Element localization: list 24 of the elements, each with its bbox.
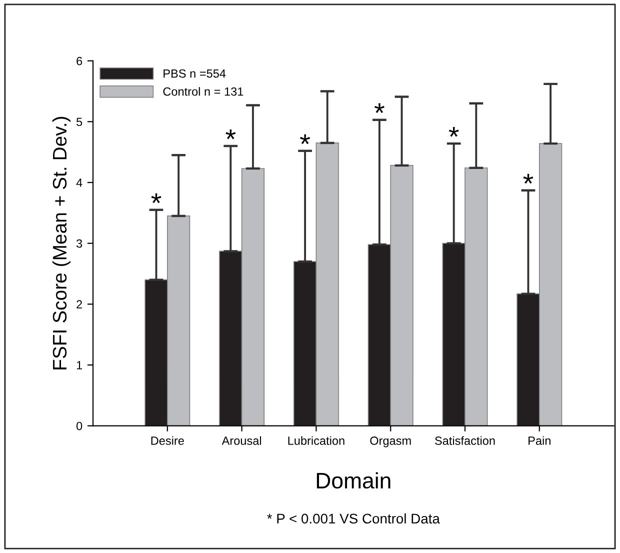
- y-tick-label: 3: [76, 239, 82, 248]
- x-tick-label: Pain: [528, 436, 550, 445]
- y-axis-title: FSFI Score (Mean + St. Dev.): [52, 116, 70, 370]
- annotation: *: [226, 129, 236, 140]
- x-tick-label: Arousal: [222, 436, 262, 445]
- text: * P < 0.001 VS Control Data: [267, 513, 440, 524]
- y-tick-label: 5: [76, 118, 82, 126]
- annotation: *: [151, 193, 162, 204]
- annotation: *: [300, 134, 310, 144]
- y-tick-label: 1: [76, 361, 82, 370]
- y-tick-label: 4: [76, 178, 82, 187]
- legend-label: Control n = 131: [163, 87, 244, 96]
- y-tick-label: 2: [76, 300, 82, 308]
- x-tick-label: Orgasm: [370, 436, 411, 448]
- x-tick-label: Desire: [151, 436, 184, 445]
- x-tick-label: Lubrication: [288, 436, 344, 445]
- y-tick-label: 0: [76, 422, 82, 430]
- x-axis-title: Domain: [316, 472, 390, 489]
- y-tick-label: 6: [76, 56, 82, 66]
- annotation: *: [523, 174, 534, 184]
- legend-label: PBS n =554: [164, 69, 226, 78]
- annotation: *: [448, 127, 459, 137]
- annotation: *: [374, 103, 384, 114]
- x-tick-label: Satisfaction: [435, 436, 495, 445]
